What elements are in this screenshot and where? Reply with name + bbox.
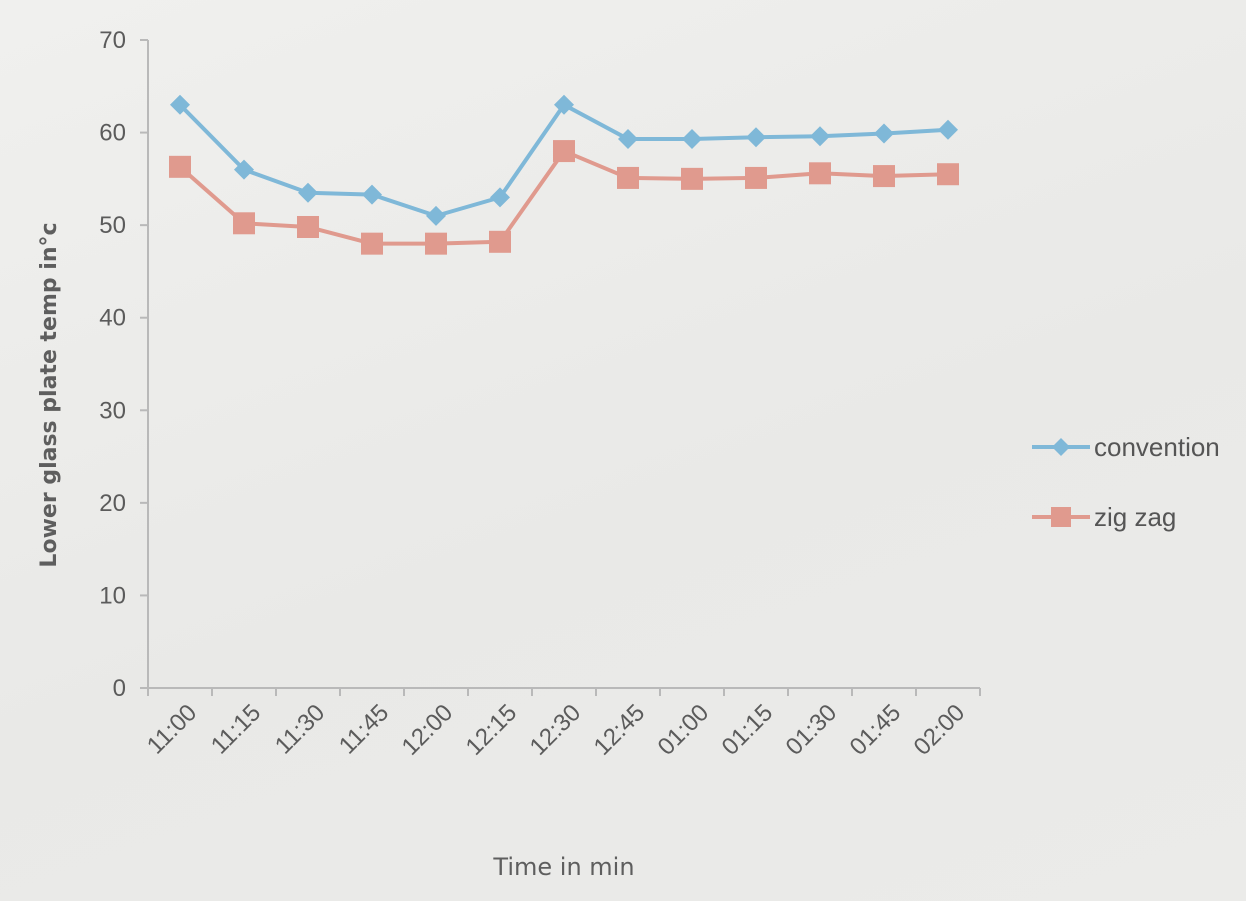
- data-point-square: [617, 166, 639, 189]
- y-tick-label: 30: [99, 397, 126, 424]
- legend-item: convention: [1032, 432, 1220, 462]
- y-axis-title: Lower glass plate temp in°c: [37, 222, 62, 567]
- x-tick-label: 01:30: [781, 699, 843, 761]
- y-tick-label: 50: [99, 212, 126, 239]
- data-point-diamond: [938, 119, 958, 140]
- data-point-square: [681, 167, 703, 190]
- data-point-diamond: [362, 184, 382, 205]
- x-tick-label: 11:30: [270, 699, 330, 759]
- legend-marker-diamond: [1052, 438, 1070, 456]
- axes-layer: [147, 40, 980, 689]
- data-point-square: [553, 140, 575, 163]
- x-tick-label: 12:45: [589, 699, 651, 761]
- x-tick-label: 01:15: [717, 699, 779, 761]
- x-tick-label: 12:30: [525, 699, 587, 761]
- data-point-diamond: [426, 205, 446, 226]
- data-point-square: [489, 230, 511, 253]
- x-tick-label: 11:45: [334, 699, 394, 759]
- y-ticks: 0 10 20 30 40 50 60 70: [99, 27, 148, 702]
- x-tick-label: 01:00: [653, 699, 715, 761]
- y-tick-label: 70: [99, 27, 126, 54]
- series-layer: [169, 94, 959, 255]
- legend-label: zig zag: [1094, 502, 1176, 532]
- x-tick-label: 02:00: [909, 699, 971, 761]
- x-tick-label: 11:00: [142, 699, 202, 759]
- series-convention: [170, 94, 958, 226]
- x-tick-label: 11:15: [206, 699, 266, 759]
- data-point-diamond: [234, 159, 254, 180]
- data-point-diamond: [554, 94, 574, 115]
- x-ticks: 11:00 11:15 11:30 11:45 12:00 12:15 12:30 12:45…: [142, 688, 981, 761]
- data-point-square: [745, 166, 767, 189]
- data-point-square: [297, 215, 319, 238]
- y-tick-label: 20: [99, 490, 126, 517]
- x-tick-label: 12:15: [461, 699, 523, 761]
- y-tick-label: 10: [99, 582, 126, 609]
- x-axis-title: Time in min: [492, 853, 634, 881]
- x-tick-label: 01:45: [845, 699, 907, 761]
- data-point-diamond: [618, 129, 638, 150]
- legend-marker-square: [1051, 507, 1071, 527]
- data-point-square: [425, 232, 447, 255]
- data-point-square: [233, 212, 255, 235]
- data-point-square: [361, 232, 383, 255]
- data-point-diamond: [490, 187, 510, 208]
- data-point-square: [937, 163, 959, 186]
- data-point-diamond: [874, 123, 894, 144]
- legend-label: convention: [1094, 432, 1220, 462]
- data-point-diamond: [810, 126, 830, 147]
- y-tick-label: 0: [113, 675, 126, 702]
- y-tick-label: 60: [99, 120, 126, 147]
- x-tick-label: 12:00: [397, 699, 459, 761]
- data-point-diamond: [298, 182, 318, 203]
- series-zig-zag: [169, 140, 959, 255]
- data-point-square: [169, 155, 191, 178]
- legend-item: zig zag: [1032, 502, 1176, 532]
- data-point-diamond: [682, 129, 702, 150]
- data-point-diamond: [746, 127, 766, 148]
- series-line: [178, 149, 949, 246]
- data-point-square: [873, 165, 895, 188]
- legend: convention zig zag: [1032, 432, 1220, 532]
- data-point-square: [809, 162, 831, 185]
- y-tick-label: 40: [99, 305, 126, 332]
- data-point-diamond: [170, 94, 190, 115]
